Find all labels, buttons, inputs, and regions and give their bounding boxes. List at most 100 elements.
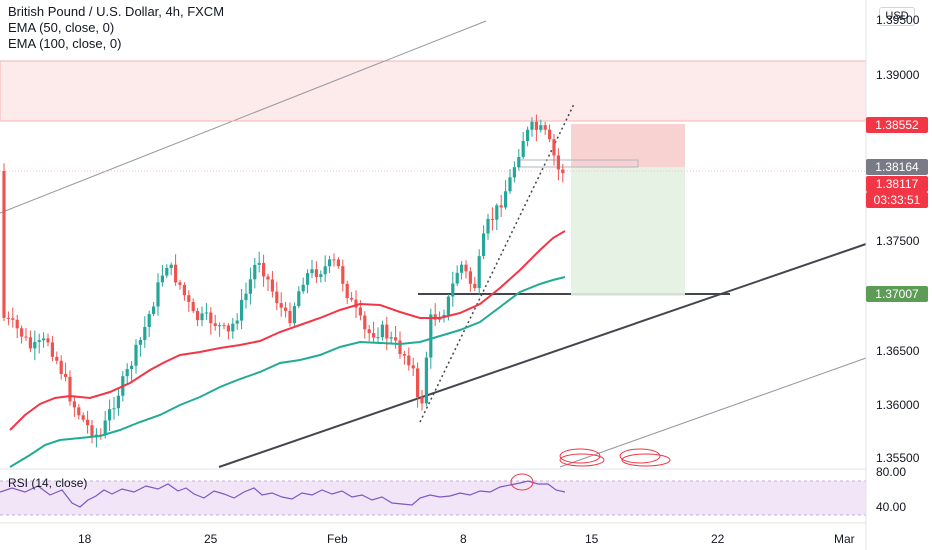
rsi-tick: 80.00 <box>876 465 907 479</box>
candle-body <box>504 191 508 208</box>
candle-body <box>209 312 213 324</box>
candle-body <box>174 264 178 283</box>
candle-body <box>548 129 552 140</box>
candle-body <box>240 299 244 321</box>
candle-body <box>490 218 494 220</box>
time-tick: 8 <box>460 532 467 546</box>
candle-body <box>310 269 314 274</box>
candle-body <box>218 325 222 327</box>
symbol-title[interactable]: British Pound / U.S. Dollar, 4h, FXCM <box>8 4 225 19</box>
candle-body <box>389 337 393 339</box>
candle-body <box>429 314 433 358</box>
candle-body <box>284 307 288 311</box>
candle-body <box>482 233 486 257</box>
candle-body <box>345 283 349 299</box>
candle-body <box>402 354 406 356</box>
candle-body <box>314 269 318 278</box>
time-tick: Feb <box>327 532 348 546</box>
candle-body <box>539 125 543 130</box>
candle-body <box>196 311 200 321</box>
rsi-band <box>0 481 866 515</box>
candle-body <box>451 283 455 297</box>
price-tick: 1.39500 <box>876 13 920 27</box>
time-tick: 18 <box>78 532 92 546</box>
candle-body <box>460 264 464 273</box>
candle-body <box>20 328 24 337</box>
price-tick: 1.37500 <box>876 234 920 248</box>
candle-body <box>380 324 384 338</box>
candle-body <box>262 262 266 277</box>
price-tick: 1.35500 <box>876 451 920 465</box>
candle-body <box>50 342 54 357</box>
candle-body <box>68 376 72 402</box>
candle-body <box>446 296 450 315</box>
candle-body <box>28 337 32 349</box>
candle-body <box>191 301 195 312</box>
candle-body <box>292 306 296 324</box>
candle-body <box>178 282 182 285</box>
position-target-zone <box>571 167 685 296</box>
candle-body <box>11 318 15 320</box>
time-tick: 22 <box>711 532 725 546</box>
candle-body <box>112 408 116 410</box>
resistance-zone <box>0 60 867 122</box>
candle-body <box>561 169 565 174</box>
candle-body <box>376 337 380 339</box>
candle-body <box>512 167 516 178</box>
candle-body <box>350 298 354 300</box>
resistance-price-tag: 1.38552 <box>866 117 928 133</box>
ema100-label[interactable]: EMA (100, close, 0) <box>8 36 122 51</box>
candle-body <box>297 291 301 307</box>
ema100-line <box>9 276 566 468</box>
candle-body <box>77 407 81 416</box>
candle-body <box>143 326 147 340</box>
time-tick: 25 <box>204 532 218 546</box>
candle-body <box>156 282 160 307</box>
candle-body <box>517 156 521 168</box>
candle-body <box>72 401 76 408</box>
currency-button[interactable]: USD <box>879 7 915 26</box>
candle-body <box>508 177 512 192</box>
candle-body <box>81 415 85 420</box>
event-badges <box>559 448 671 467</box>
candle-body <box>86 419 90 426</box>
candle-body <box>187 295 191 302</box>
candle-body <box>33 341 37 349</box>
candle-body <box>394 337 398 341</box>
candle-body <box>543 125 547 130</box>
candle-body <box>182 284 186 296</box>
entry-price-tag: 1.38164 <box>866 159 928 175</box>
candle-body <box>125 369 129 377</box>
candle-body <box>424 357 428 404</box>
price-tick: 1.39000 <box>876 68 920 82</box>
candle-body <box>24 336 28 338</box>
candle-body <box>270 279 274 292</box>
rsi-line <box>0 480 566 508</box>
candle-body <box>336 259 340 267</box>
candle-body <box>486 218 490 234</box>
candle-body <box>160 275 164 283</box>
time-tick: 15 <box>585 532 599 546</box>
candle-body <box>90 425 94 437</box>
candle-body <box>200 313 204 321</box>
candle-body <box>521 141 525 157</box>
rsi-label[interactable]: RSI (14, close) <box>8 476 88 490</box>
candle-body <box>138 339 142 345</box>
ema50-line <box>9 230 566 431</box>
candle-body <box>372 333 376 338</box>
candle-body <box>556 155 560 170</box>
candle-body <box>59 360 63 374</box>
candle-body <box>416 368 420 398</box>
candle-body <box>301 284 305 292</box>
candle-body <box>420 397 424 404</box>
candle-body <box>455 272 459 284</box>
candle-body <box>534 121 538 130</box>
ema50-label[interactable]: EMA (50, close, 0) <box>8 20 115 35</box>
candle-body <box>103 420 107 436</box>
candle-body <box>222 325 226 327</box>
candle-body <box>398 340 402 355</box>
candle-body <box>288 310 292 324</box>
candle-body <box>130 365 134 370</box>
candle-body <box>473 283 477 289</box>
